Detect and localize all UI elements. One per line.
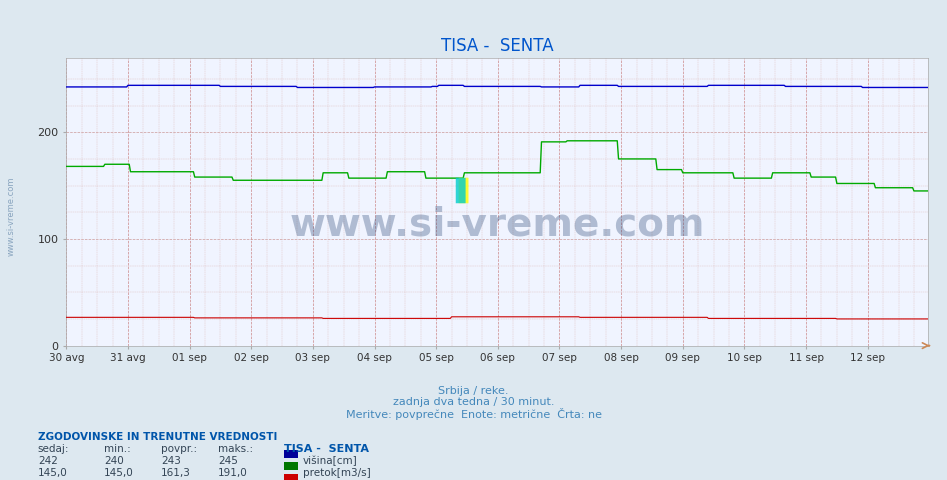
Text: 161,3: 161,3 (161, 468, 191, 478)
Text: ZGODOVINSKE IN TRENUTNE VREDNOSTI: ZGODOVINSKE IN TRENUTNE VREDNOSTI (38, 432, 277, 442)
Text: 243: 243 (161, 456, 181, 466)
Text: 245: 245 (218, 456, 238, 466)
Text: višina[cm]: višina[cm] (303, 456, 358, 467)
Text: min.:: min.: (104, 444, 131, 454)
Text: 191,0: 191,0 (218, 468, 247, 478)
Text: 145,0: 145,0 (38, 468, 67, 478)
Title: TISA -  SENTA: TISA - SENTA (441, 36, 553, 55)
Text: povpr.:: povpr.: (161, 444, 197, 454)
Text: zadnja dva tedna / 30 minut.: zadnja dva tedna / 30 minut. (393, 397, 554, 407)
Text: www.si-vreme.com: www.si-vreme.com (290, 205, 705, 244)
Text: Srbija / reke.: Srbija / reke. (438, 386, 509, 396)
Text: 242: 242 (38, 456, 58, 466)
Text: TISA -  SENTA: TISA - SENTA (284, 444, 369, 454)
Text: pretok[m3/s]: pretok[m3/s] (303, 468, 371, 478)
Text: www.si-vreme.com: www.si-vreme.com (7, 176, 16, 256)
Text: Meritve: povprečne  Enote: metrične  Črta: ne: Meritve: povprečne Enote: metrične Črta:… (346, 408, 601, 420)
Text: maks.:: maks.: (218, 444, 253, 454)
Text: ▐: ▐ (449, 177, 468, 203)
Text: sedaj:: sedaj: (38, 444, 69, 454)
Text: 240: 240 (104, 456, 124, 466)
Text: ▌: ▌ (455, 177, 474, 203)
Text: 145,0: 145,0 (104, 468, 134, 478)
